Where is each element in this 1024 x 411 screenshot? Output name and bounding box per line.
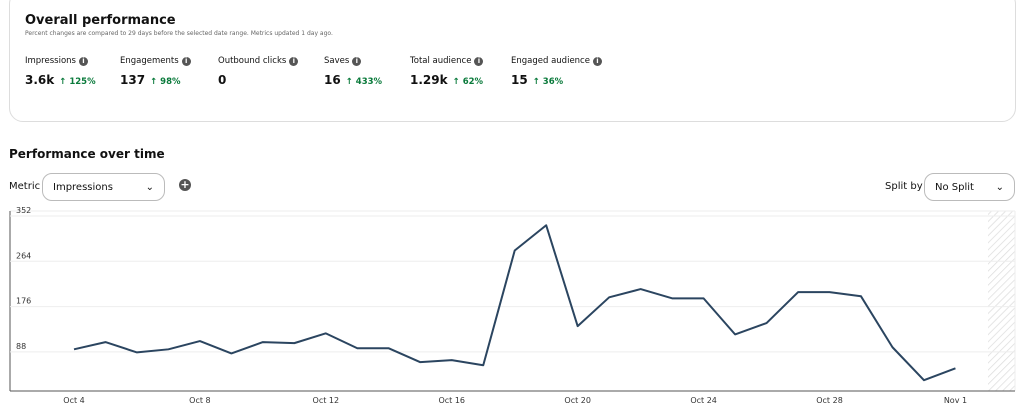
info-icon[interactable]: i	[352, 56, 362, 66]
future-area	[988, 211, 1015, 391]
change-value: 98%	[160, 77, 181, 87]
metric-name: Engaged audience	[511, 56, 590, 66]
chevron: ⌄	[145, 181, 154, 193]
y-tick-label: 176	[16, 297, 31, 306]
metric-label: Metric	[9, 181, 41, 192]
x-tick-label: Oct 20	[564, 396, 591, 405]
y-tick-label: 88	[16, 342, 26, 351]
change-value: 62%	[462, 77, 484, 87]
info-icon[interactable]: i	[474, 56, 484, 66]
metric-value: 137	[120, 73, 146, 87]
overview-title: Overall performance	[25, 13, 176, 28]
metric-dropdown[interactable]: Impressions ⌄	[42, 173, 165, 201]
metric-value-row: 3.6k ↑ 125%	[25, 73, 96, 87]
metric-label: Saves i	[324, 56, 362, 66]
metric-label: Impressions i	[25, 56, 88, 66]
chart: 88 176 264 352 Oct 4 Oct 8 Oct 12 Oct 16 Oct 20 O…	[9, 206, 1016, 405]
x-tick-label: Oct 16	[438, 396, 465, 405]
metric-value-row: 16 ↑ 433%	[324, 73, 382, 87]
metric-name: Impressions	[25, 56, 76, 66]
x-tick-label: Oct 8	[189, 396, 210, 405]
metric-name: Saves	[324, 56, 350, 66]
metric-label: Engagements i	[120, 56, 191, 66]
add-metric-button[interactable]: +	[179, 178, 191, 191]
metric-change: ↑ 98%	[150, 77, 180, 87]
metric-name: Outbound clicks	[218, 56, 287, 66]
metric-value-row: 1.29k ↑ 62%	[410, 73, 483, 87]
info-icon[interactable]: i	[592, 56, 602, 66]
split-label: Split by	[885, 181, 923, 192]
metric-change: ↑ 433%	[346, 77, 382, 87]
change-value: 36%	[542, 77, 564, 87]
x-tick-label: Oct 4	[63, 396, 84, 405]
metric-name: Engagements	[120, 56, 179, 66]
metric-label: Outbound clicks i	[218, 56, 299, 66]
metric-change: ↑ 62%	[453, 77, 483, 87]
metric-label: Engaged audience i	[511, 56, 602, 66]
metric-change: ↑ 125%	[59, 77, 95, 87]
up-arrow: ↑	[532, 77, 543, 87]
overview-card	[9, 0, 1016, 122]
metric-value-row: 137 ↑ 98%	[120, 73, 181, 87]
change-value: 433%	[355, 77, 383, 87]
up-arrow: ↑	[59, 77, 70, 87]
y-tick-label: 264	[16, 251, 31, 260]
metric-value-row: 0	[218, 73, 226, 87]
split-value: No Split	[935, 181, 974, 193]
metric-value: Impressions	[53, 181, 113, 193]
split-dropdown[interactable]: No Split ⌄	[924, 173, 1015, 201]
info-icon[interactable]: i	[181, 56, 191, 66]
info-icon[interactable]: i	[78, 56, 88, 66]
info-icon[interactable]: i	[289, 56, 299, 66]
section-title: Performance over time	[9, 147, 165, 161]
x-tick-label: Oct 12	[313, 396, 340, 405]
up-arrow: ↑	[150, 77, 161, 87]
metric-name: Total audience	[410, 56, 472, 66]
overview-subtitle: Percent changes are compared to 29 days …	[25, 30, 333, 37]
metric-label: Total audience i	[410, 56, 484, 66]
up-arrow: ↑	[452, 77, 463, 87]
metric-value: 15	[511, 73, 528, 87]
y-tick-label: 352	[16, 206, 31, 215]
x-tick-label: Nov 1	[944, 396, 967, 405]
x-tick-label: Oct 28	[816, 396, 843, 405]
metric-value: 16	[324, 73, 341, 87]
metric-value: 0	[218, 73, 227, 87]
chevron: ⌄	[995, 181, 1004, 193]
metric-value: 1.29k	[410, 73, 448, 87]
metric-value-row: 15 ↑ 36%	[511, 73, 563, 87]
metric-change: ↑ 36%	[533, 77, 563, 87]
metric-value: 3.6k	[25, 73, 55, 87]
change-value: 125%	[69, 77, 96, 87]
x-tick-label: Oct 24	[690, 396, 717, 405]
line	[73, 224, 956, 382]
up-arrow: ↑	[345, 77, 356, 87]
